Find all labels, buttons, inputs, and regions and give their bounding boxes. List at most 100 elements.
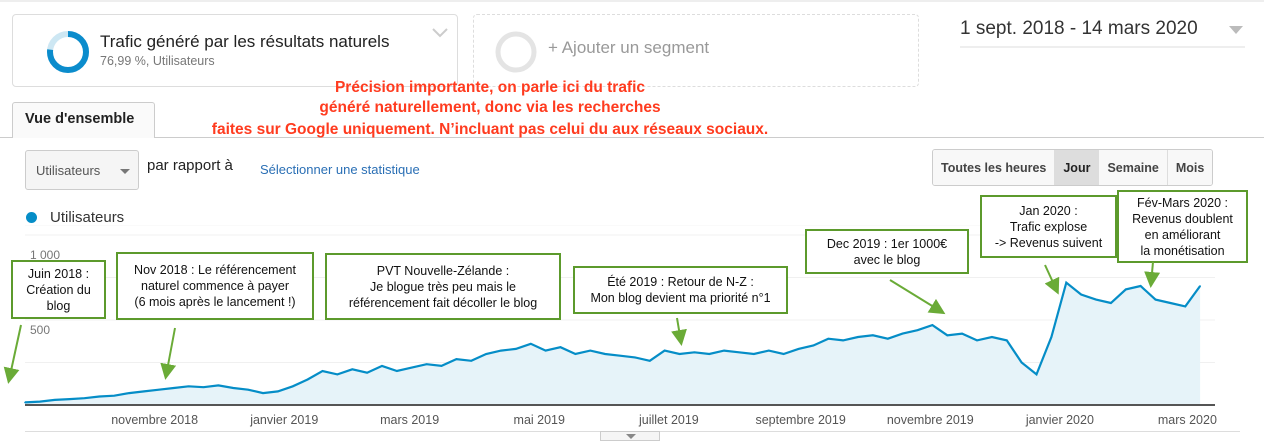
data-point bbox=[767, 349, 770, 352]
data-point bbox=[1050, 336, 1053, 338]
data-point bbox=[262, 392, 264, 394]
date-range-picker[interactable]: 1 sept. 2018 - 14 mars 2020 bbox=[960, 18, 1245, 48]
data-point bbox=[1139, 285, 1142, 287]
metric-dropdown[interactable]: Utilisateurs bbox=[25, 150, 139, 190]
data-point bbox=[68, 398, 71, 400]
data-point bbox=[663, 349, 666, 352]
data-point bbox=[589, 349, 592, 352]
data-point bbox=[53, 399, 56, 401]
add-segment-button[interactable]: + Ajouter un segment bbox=[473, 14, 919, 87]
data-point bbox=[98, 395, 101, 398]
top-divider bbox=[0, 0, 1264, 2]
data-point bbox=[901, 332, 904, 335]
data-point bbox=[1184, 305, 1187, 308]
x-tick-label: janvier 2019 bbox=[249, 413, 318, 427]
data-point bbox=[827, 337, 830, 340]
x-tick-label: novembre 2018 bbox=[111, 413, 198, 427]
data-point bbox=[931, 324, 934, 326]
segment-subtitle: 76,99 %, Utilisateurs bbox=[100, 54, 215, 68]
tab-overview[interactable]: Vue d'ensemble bbox=[12, 102, 155, 138]
granularity-hourly[interactable]: Toutes les heures bbox=[933, 150, 1056, 185]
annotation-box: Juin 2018 : Création du blog bbox=[11, 260, 106, 319]
data-point bbox=[1154, 298, 1157, 301]
data-point bbox=[277, 390, 279, 393]
annotation-box: PVT Nouvelle-Zélande : Je blogue très pe… bbox=[325, 253, 561, 320]
data-point bbox=[1124, 288, 1127, 291]
caret-down-icon bbox=[626, 434, 636, 439]
data-point bbox=[946, 334, 949, 337]
select-metric-link[interactable]: Sélectionner une statistique bbox=[260, 162, 420, 177]
data-point bbox=[991, 336, 993, 338]
data-point bbox=[604, 353, 606, 355]
data-point bbox=[410, 366, 413, 369]
data-point bbox=[708, 353, 711, 355]
data-point bbox=[842, 339, 844, 342]
annotation-box: Dec 2019 : 1er 1000€ avec le blog bbox=[805, 229, 969, 274]
data-point bbox=[634, 356, 636, 359]
x-tick-label: mars 2019 bbox=[380, 413, 439, 427]
data-point bbox=[321, 370, 324, 372]
data-point bbox=[886, 337, 889, 340]
data-point bbox=[961, 332, 963, 335]
data-point bbox=[723, 349, 725, 352]
data-point bbox=[128, 392, 130, 394]
x-tick-label: septembre 2019 bbox=[755, 413, 845, 427]
note-line: Précision importante, on parle ici du tr… bbox=[334, 79, 646, 96]
data-point bbox=[738, 351, 740, 354]
annotation-box: Été 2019 : Retour de N-Z : Mon blog devi… bbox=[573, 266, 788, 314]
data-point bbox=[158, 388, 160, 391]
area-fill bbox=[25, 282, 1201, 405]
data-point bbox=[500, 349, 502, 352]
data-point bbox=[425, 363, 428, 365]
note-line: généré naturellement, donc via les reche… bbox=[319, 99, 661, 116]
data-point bbox=[351, 368, 354, 371]
data-point bbox=[693, 351, 696, 354]
segment-title: Trafic généré par les résultats naturels bbox=[100, 32, 390, 51]
tab-divider bbox=[0, 137, 1264, 138]
data-point bbox=[336, 373, 339, 376]
x-tick-label: novembre 2019 bbox=[887, 413, 974, 427]
x-tick-label: mai 2019 bbox=[514, 413, 565, 427]
data-point bbox=[39, 400, 41, 403]
data-point bbox=[797, 348, 800, 350]
chart-expand-handle[interactable] bbox=[600, 431, 660, 441]
granularity-toggle: Toutes les heures Jour Semaine Mois bbox=[932, 149, 1214, 186]
data-point bbox=[485, 353, 487, 355]
data-point bbox=[976, 339, 978, 342]
chevron-down-icon[interactable] bbox=[431, 27, 449, 39]
legend-dot-icon bbox=[26, 212, 37, 223]
granularity-month[interactable]: Mois bbox=[1167, 150, 1213, 185]
segment-donut-icon bbox=[47, 31, 89, 73]
data-point bbox=[648, 360, 651, 362]
data-point bbox=[455, 358, 458, 360]
granularity-week[interactable]: Semaine bbox=[1099, 150, 1168, 185]
data-point bbox=[217, 384, 220, 387]
annotation-note: Précision importante, on parle ici du tr… bbox=[160, 78, 820, 140]
date-range-label: 1 sept. 2018 - 14 mars 2020 bbox=[960, 18, 1198, 39]
data-point bbox=[872, 334, 874, 337]
series-line-utilisateurs bbox=[24, 280, 1201, 404]
data-point bbox=[812, 344, 815, 347]
data-point bbox=[306, 378, 309, 381]
data-point bbox=[366, 371, 368, 374]
data-point bbox=[544, 349, 547, 352]
data-point bbox=[753, 353, 755, 355]
caret-down-icon bbox=[120, 169, 130, 174]
data-point bbox=[515, 348, 517, 350]
granularity-day[interactable]: Jour bbox=[1055, 150, 1100, 185]
data-point bbox=[247, 388, 249, 391]
data-point bbox=[1065, 281, 1068, 284]
data-point bbox=[172, 387, 175, 389]
compare-label: par rapport à bbox=[147, 157, 233, 174]
data-point bbox=[187, 385, 190, 388]
data-point bbox=[24, 401, 26, 404]
annotation-box: Fév-Mars 2020 : Revenus doublent en amél… bbox=[1117, 190, 1248, 263]
segment-card[interactable]: Trafic généré par les résultats naturels… bbox=[12, 14, 458, 87]
data-point bbox=[1095, 298, 1097, 301]
note-line: faites sur Google uniquement. N’incluant… bbox=[211, 121, 769, 138]
data-point bbox=[1035, 373, 1038, 376]
x-tick-label: juillet 2019 bbox=[638, 413, 699, 427]
data-point bbox=[1080, 293, 1082, 296]
data-point bbox=[529, 343, 532, 345]
data-point bbox=[574, 353, 577, 355]
